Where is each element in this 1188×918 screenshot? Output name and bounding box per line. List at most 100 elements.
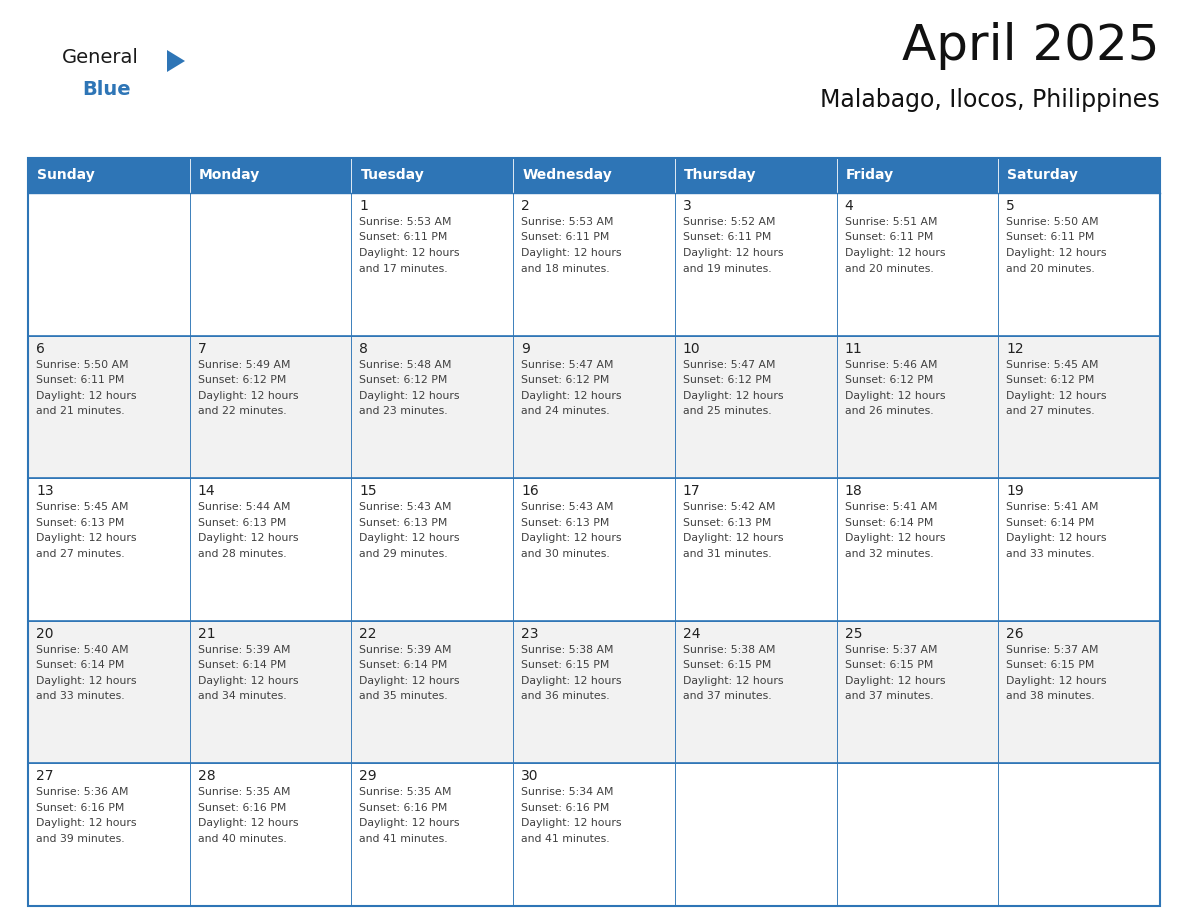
Text: 4: 4 [845,199,853,213]
Text: and 33 minutes.: and 33 minutes. [36,691,125,701]
Text: and 41 minutes.: and 41 minutes. [360,834,448,844]
Text: Daylight: 12 hours: Daylight: 12 hours [522,533,621,543]
Bar [836,158,998,193]
Text: Sunset: 6:11 PM: Sunset: 6:11 PM [683,232,771,242]
Bar [190,764,352,906]
Text: 9: 9 [522,341,530,355]
Text: and 32 minutes.: and 32 minutes. [845,549,934,559]
Text: and 25 minutes.: and 25 minutes. [683,406,771,416]
Text: Sunset: 6:11 PM: Sunset: 6:11 PM [36,375,125,385]
Bar [998,621,1159,764]
Text: Daylight: 12 hours: Daylight: 12 hours [36,676,137,686]
Text: Daylight: 12 hours: Daylight: 12 hours [197,390,298,400]
Text: 27: 27 [36,769,53,783]
Text: and 33 minutes.: and 33 minutes. [1006,549,1095,559]
Text: and 40 minutes.: and 40 minutes. [197,834,286,844]
Text: Sunset: 6:13 PM: Sunset: 6:13 PM [360,518,448,528]
Text: and 28 minutes.: and 28 minutes. [197,549,286,559]
Text: Sunrise: 5:47 AM: Sunrise: 5:47 AM [683,360,776,370]
Text: Daylight: 12 hours: Daylight: 12 hours [360,819,460,828]
Bar [513,158,675,193]
Text: Sunset: 6:13 PM: Sunset: 6:13 PM [683,518,771,528]
Text: Sunrise: 5:37 AM: Sunrise: 5:37 AM [845,644,937,655]
Bar [190,158,352,193]
Text: Sunrise: 5:43 AM: Sunrise: 5:43 AM [522,502,614,512]
Text: Sunrise: 5:36 AM: Sunrise: 5:36 AM [36,788,128,798]
Text: Monday: Monday [198,169,260,183]
Text: and 20 minutes.: and 20 minutes. [1006,263,1095,274]
Text: Sunset: 6:12 PM: Sunset: 6:12 PM [845,375,933,385]
Text: Wednesday: Wednesday [523,169,612,183]
Bar [836,621,998,764]
Text: Thursday: Thursday [684,169,757,183]
Text: Daylight: 12 hours: Daylight: 12 hours [197,533,298,543]
Text: Sunset: 6:14 PM: Sunset: 6:14 PM [1006,518,1094,528]
Text: 3: 3 [683,199,691,213]
Text: Daylight: 12 hours: Daylight: 12 hours [36,390,137,400]
Bar [675,336,836,478]
Bar [513,336,675,478]
Text: and 17 minutes.: and 17 minutes. [360,263,448,274]
Text: 1: 1 [360,199,368,213]
Text: Sunrise: 5:40 AM: Sunrise: 5:40 AM [36,644,128,655]
Text: Sunset: 6:12 PM: Sunset: 6:12 PM [683,375,771,385]
Text: 13: 13 [36,484,53,498]
Text: Sunrise: 5:51 AM: Sunrise: 5:51 AM [845,217,937,227]
Text: Saturday: Saturday [1007,169,1079,183]
Bar [836,193,998,336]
Text: and 21 minutes.: and 21 minutes. [36,406,125,416]
Text: April 2025: April 2025 [903,22,1159,70]
Text: Sunrise: 5:53 AM: Sunrise: 5:53 AM [360,217,451,227]
Bar [836,478,998,621]
Text: Sunrise: 5:39 AM: Sunrise: 5:39 AM [197,644,290,655]
Text: Sunset: 6:15 PM: Sunset: 6:15 PM [522,660,609,670]
Text: and 37 minutes.: and 37 minutes. [845,691,934,701]
Text: Sunrise: 5:46 AM: Sunrise: 5:46 AM [845,360,937,370]
Text: Daylight: 12 hours: Daylight: 12 hours [360,390,460,400]
Text: 2: 2 [522,199,530,213]
Text: Sunset: 6:11 PM: Sunset: 6:11 PM [845,232,933,242]
Text: Sunset: 6:16 PM: Sunset: 6:16 PM [522,803,609,813]
Text: and 26 minutes.: and 26 minutes. [845,406,934,416]
Text: 6: 6 [36,341,45,355]
Text: Daylight: 12 hours: Daylight: 12 hours [1006,248,1107,258]
Text: Sunrise: 5:45 AM: Sunrise: 5:45 AM [36,502,128,512]
Text: and 20 minutes.: and 20 minutes. [845,263,934,274]
Text: Sunrise: 5:42 AM: Sunrise: 5:42 AM [683,502,776,512]
Polygon shape [168,50,185,72]
Text: and 22 minutes.: and 22 minutes. [197,406,286,416]
Bar [190,621,352,764]
Text: Daylight: 12 hours: Daylight: 12 hours [1006,676,1107,686]
Bar [29,158,1159,906]
Bar [352,764,513,906]
Text: 5: 5 [1006,199,1015,213]
Bar [352,621,513,764]
Text: Sunset: 6:15 PM: Sunset: 6:15 PM [845,660,933,670]
Text: 26: 26 [1006,627,1024,641]
Text: Blue: Blue [82,80,131,99]
Text: and 38 minutes.: and 38 minutes. [1006,691,1095,701]
Text: 24: 24 [683,627,701,641]
Text: Sunrise: 5:41 AM: Sunrise: 5:41 AM [845,502,937,512]
Text: Sunrise: 5:48 AM: Sunrise: 5:48 AM [360,360,451,370]
Text: Sunset: 6:14 PM: Sunset: 6:14 PM [36,660,125,670]
Text: 15: 15 [360,484,377,498]
Bar [998,478,1159,621]
Text: Sunset: 6:15 PM: Sunset: 6:15 PM [1006,660,1094,670]
Text: Sunrise: 5:52 AM: Sunrise: 5:52 AM [683,217,776,227]
Text: 8: 8 [360,341,368,355]
Text: and 30 minutes.: and 30 minutes. [522,549,609,559]
Text: Sunset: 6:11 PM: Sunset: 6:11 PM [360,232,448,242]
Text: 11: 11 [845,341,862,355]
Text: 7: 7 [197,341,207,355]
Text: Sunset: 6:16 PM: Sunset: 6:16 PM [360,803,448,813]
Text: Sunset: 6:12 PM: Sunset: 6:12 PM [1006,375,1094,385]
Text: Sunrise: 5:41 AM: Sunrise: 5:41 AM [1006,502,1099,512]
Text: Daylight: 12 hours: Daylight: 12 hours [522,390,621,400]
Text: 28: 28 [197,769,215,783]
Text: Sunset: 6:13 PM: Sunset: 6:13 PM [36,518,125,528]
Text: Sunrise: 5:35 AM: Sunrise: 5:35 AM [197,788,290,798]
Text: Daylight: 12 hours: Daylight: 12 hours [360,248,460,258]
Text: and 39 minutes.: and 39 minutes. [36,834,125,844]
Text: Sunrise: 5:50 AM: Sunrise: 5:50 AM [1006,217,1099,227]
